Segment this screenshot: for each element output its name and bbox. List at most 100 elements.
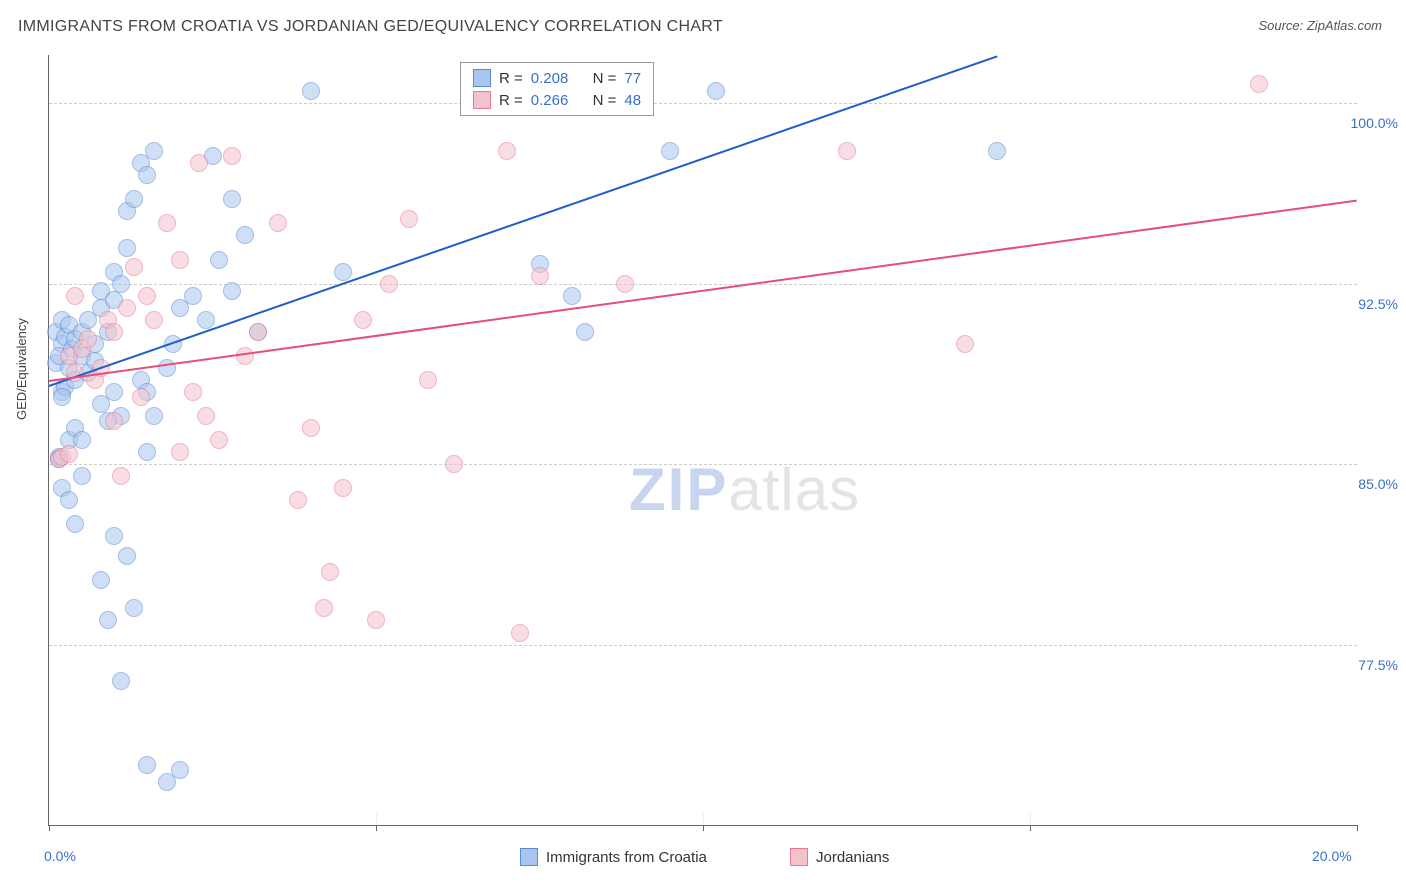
watermark: ZIPatlas — [629, 455, 860, 524]
x-tick-label: 0.0% — [44, 848, 76, 864]
stat-r-label: R = — [499, 70, 523, 87]
stat-r-value: 0.266 — [531, 92, 569, 109]
data-point — [73, 431, 91, 449]
data-point — [158, 773, 176, 791]
data-point — [105, 527, 123, 545]
data-point — [563, 287, 581, 305]
data-point — [158, 359, 176, 377]
data-point — [118, 299, 136, 317]
data-point — [334, 263, 352, 281]
data-point — [511, 624, 529, 642]
data-point — [105, 383, 123, 401]
data-point — [531, 267, 549, 285]
data-point — [184, 383, 202, 401]
data-point — [838, 142, 856, 160]
data-point — [197, 311, 215, 329]
data-point — [661, 142, 679, 160]
data-point — [112, 672, 130, 690]
data-point — [118, 547, 136, 565]
data-point — [236, 226, 254, 244]
data-point — [112, 467, 130, 485]
data-point — [1250, 75, 1268, 93]
legend-label-jordanians: Jordanians — [816, 849, 889, 866]
gridline-h — [49, 284, 1357, 285]
stats-legend-box: R =0.208 N =77R =0.266 N =48 — [460, 62, 654, 116]
data-point — [302, 419, 320, 437]
x-tick-stub — [376, 813, 377, 825]
data-point — [210, 251, 228, 269]
data-point — [190, 154, 208, 172]
source-label: Source: ZipAtlas.com — [1258, 18, 1382, 33]
data-point — [210, 431, 228, 449]
data-point — [419, 371, 437, 389]
data-point — [60, 491, 78, 509]
data-point — [171, 251, 189, 269]
data-point — [138, 287, 156, 305]
data-point — [321, 563, 339, 581]
data-point — [249, 323, 267, 341]
x-tick — [1030, 825, 1031, 831]
data-point — [158, 214, 176, 232]
gridline-h — [49, 103, 1357, 104]
data-point — [145, 142, 163, 160]
data-point — [138, 756, 156, 774]
data-point — [289, 491, 307, 509]
data-point — [92, 571, 110, 589]
y-tick-label: 77.5% — [1358, 657, 1398, 673]
stat-n-value: 77 — [624, 70, 641, 87]
data-point — [138, 443, 156, 461]
stats-row: R = 0.208 N = 77 — [461, 67, 653, 89]
data-point — [105, 323, 123, 341]
data-point — [66, 515, 84, 533]
data-point — [445, 455, 463, 473]
gridline-h — [49, 464, 1357, 465]
y-tick-label: 92.5% — [1358, 296, 1398, 312]
legend-label-croatia: Immigrants from Croatia — [546, 849, 707, 866]
data-point — [138, 166, 156, 184]
data-point — [60, 445, 78, 463]
stat-r-label: R = — [499, 92, 523, 109]
data-point — [197, 407, 215, 425]
data-point — [315, 599, 333, 617]
data-point — [99, 611, 117, 629]
legend-swatch-jordanians — [790, 848, 808, 866]
data-point — [334, 479, 352, 497]
data-point — [223, 282, 241, 300]
data-point — [125, 599, 143, 617]
legend-item-jordanians: Jordanians — [790, 848, 889, 866]
data-point — [354, 311, 372, 329]
data-point — [367, 611, 385, 629]
data-point — [576, 323, 594, 341]
data-point — [223, 147, 241, 165]
stat-r-value: 0.208 — [531, 70, 569, 87]
data-point — [125, 190, 143, 208]
plot-area: ZIPatlas — [48, 55, 1357, 826]
x-tick-stub — [1030, 813, 1031, 825]
y-tick-label: 100.0% — [1351, 115, 1398, 131]
data-point — [171, 443, 189, 461]
stat-n-label: N = — [593, 92, 617, 109]
data-point — [53, 388, 71, 406]
data-point — [118, 239, 136, 257]
x-tick — [376, 825, 377, 831]
stats-swatch — [473, 91, 491, 109]
x-tick — [49, 825, 50, 831]
y-tick-label: 85.0% — [1358, 476, 1398, 492]
data-point — [400, 210, 418, 228]
stat-n-label: N = — [593, 70, 617, 87]
data-point — [73, 467, 91, 485]
data-point — [66, 287, 84, 305]
x-tick — [703, 825, 704, 831]
watermark-zip: ZIP — [629, 456, 728, 523]
y-axis-label: GED/Equivalency — [14, 318, 29, 420]
data-point — [223, 190, 241, 208]
chart-title: IMMIGRANTS FROM CROATIA VS JORDANIAN GED… — [18, 18, 723, 36]
data-point — [112, 275, 130, 293]
data-point — [132, 388, 150, 406]
gridline-h — [49, 645, 1357, 646]
data-point — [988, 142, 1006, 160]
data-point — [105, 412, 123, 430]
data-point — [498, 142, 516, 160]
stats-row: R =0.266 N =48 — [461, 89, 653, 111]
watermark-atlas: atlas — [728, 456, 860, 523]
